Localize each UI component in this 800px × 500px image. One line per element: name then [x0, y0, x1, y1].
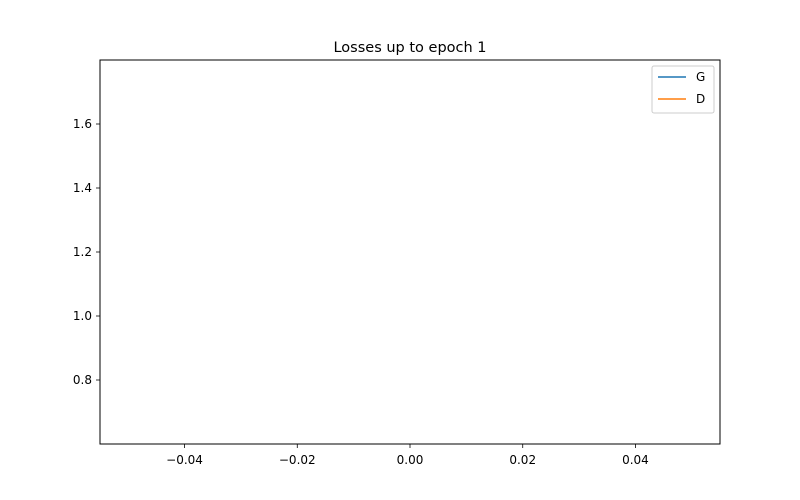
y-tick-label: 0.8: [73, 373, 92, 387]
x-tick-label: 0.02: [509, 453, 536, 467]
chart-title: Losses up to epoch 1: [333, 40, 486, 56]
legend-label-g: G: [696, 70, 705, 84]
x-tick-label: 0.04: [622, 453, 649, 467]
y-tick-label: 1.4: [73, 181, 92, 195]
x-tick-label: 0.00: [397, 453, 424, 467]
x-tick-label: −0.04: [166, 453, 203, 467]
y-axis: 0.8 1.0 1.2 1.4 1.6: [73, 117, 100, 387]
y-tick-label: 1.6: [73, 117, 92, 131]
legend: G D: [651, 65, 715, 114]
legend-label-d: D: [696, 92, 705, 106]
x-tick-label: −0.02: [279, 453, 316, 467]
y-tick-label: 1.2: [73, 245, 92, 259]
x-axis: −0.04 −0.02 0.00 0.02 0.04: [166, 444, 649, 467]
y-tick-label: 1.0: [73, 309, 92, 323]
